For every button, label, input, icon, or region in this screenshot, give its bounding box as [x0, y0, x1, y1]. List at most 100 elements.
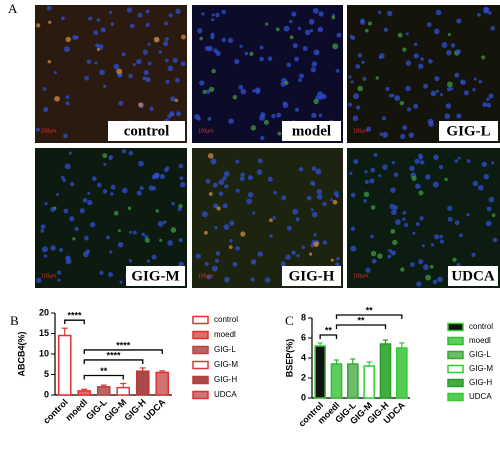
- legend-label: moedl: [214, 330, 236, 339]
- nucleus: [204, 45, 210, 51]
- y-tick-label: 20: [39, 307, 49, 317]
- nucleus: [136, 190, 142, 196]
- legend-label: moedl: [469, 336, 491, 345]
- nucleus: [119, 280, 123, 284]
- nucleus: [268, 218, 273, 223]
- nucleus: [142, 76, 147, 81]
- y-tick-label: 0: [44, 389, 49, 399]
- nucleus: [311, 112, 317, 118]
- legend-swatch: [447, 392, 464, 402]
- nucleus: [313, 49, 320, 56]
- y-axis-label: BSEP(%): [284, 339, 294, 378]
- nucleus: [390, 250, 396, 256]
- nucleus: [138, 160, 144, 167]
- nucleus: [391, 161, 395, 165]
- nucleus: [379, 132, 383, 136]
- nucleus: [263, 119, 269, 125]
- nucleus: [378, 174, 382, 178]
- nucleus: [132, 230, 137, 235]
- nucleus: [447, 33, 451, 37]
- nucleus: [141, 232, 146, 237]
- legend-label: GIG-H: [469, 378, 492, 387]
- x-tick-label: control: [41, 397, 70, 426]
- nucleus: [240, 88, 247, 95]
- nucleus: [402, 210, 407, 215]
- nucleus: [446, 49, 452, 56]
- nucleus: [387, 254, 392, 259]
- nucleus: [249, 51, 254, 56]
- legend-swatch: [192, 330, 209, 340]
- nucleus: [298, 167, 304, 172]
- nucleus: [47, 59, 52, 64]
- nucleus: [212, 182, 218, 188]
- nucleus: [211, 68, 216, 74]
- nucleus: [275, 27, 280, 32]
- label-box: [108, 121, 185, 141]
- nucleus: [313, 98, 319, 105]
- nucleus: [110, 192, 114, 196]
- significance-label: ****: [106, 350, 121, 360]
- nucleus: [490, 25, 495, 31]
- nucleus: [472, 88, 476, 92]
- nucleus: [214, 258, 220, 263]
- legend-swatch: [192, 315, 209, 325]
- nucleus: [201, 12, 205, 16]
- x-tick-label: moedl: [64, 397, 90, 423]
- nucleus: [232, 262, 238, 267]
- nucleus: [432, 181, 439, 188]
- nucleus: [222, 203, 228, 209]
- nucleus: [250, 125, 257, 131]
- significance-bracket: [335, 314, 403, 319]
- nucleus: [440, 92, 444, 97]
- nucleus: [50, 245, 56, 251]
- nucleus: [418, 63, 424, 69]
- nucleus: [466, 213, 470, 217]
- nucleus: [259, 114, 266, 121]
- legend-swatch: [447, 336, 464, 346]
- nucleus: [128, 259, 133, 263]
- nucleus: [102, 153, 108, 159]
- nucleus: [309, 28, 313, 33]
- nucleus: [252, 211, 256, 215]
- nucleus: [103, 162, 107, 166]
- nucleus: [353, 93, 359, 100]
- significance-bracket: [83, 349, 163, 354]
- nucleus: [457, 156, 461, 160]
- y-tick-label: 4: [301, 352, 306, 362]
- nucleus: [353, 159, 359, 165]
- nucleus: [202, 89, 207, 95]
- nucleus: [151, 254, 157, 260]
- nucleus: [207, 153, 214, 159]
- nucleus: [491, 161, 495, 165]
- nucleus: [238, 84, 244, 90]
- nucleus: [298, 78, 302, 83]
- legend-swatch: [447, 378, 464, 388]
- nucleus: [350, 245, 357, 252]
- nucleus: [373, 152, 378, 158]
- nucleus: [446, 87, 452, 92]
- nucleus: [211, 265, 218, 272]
- legend-label: control: [214, 315, 238, 324]
- nucleus: [389, 203, 395, 210]
- label-box: [282, 266, 341, 286]
- nucleus: [218, 179, 225, 186]
- nucleus: [252, 89, 256, 93]
- nucleus: [167, 114, 172, 119]
- nucleus: [310, 66, 317, 73]
- nucleus: [163, 41, 169, 47]
- nucleus: [420, 160, 425, 165]
- legend-swatch: [192, 375, 209, 385]
- nucleus: [210, 35, 215, 40]
- nucleus: [285, 254, 291, 260]
- legend-label: GIG-L: [469, 350, 491, 359]
- nucleus: [413, 42, 418, 47]
- significance-label: ****: [67, 311, 82, 321]
- nucleus: [164, 21, 169, 26]
- nucleus: [415, 183, 421, 189]
- nucleus: [149, 106, 154, 111]
- nucleus: [317, 26, 324, 33]
- nucleus: [213, 203, 219, 209]
- nucleus: [385, 86, 390, 92]
- nucleus: [68, 151, 72, 155]
